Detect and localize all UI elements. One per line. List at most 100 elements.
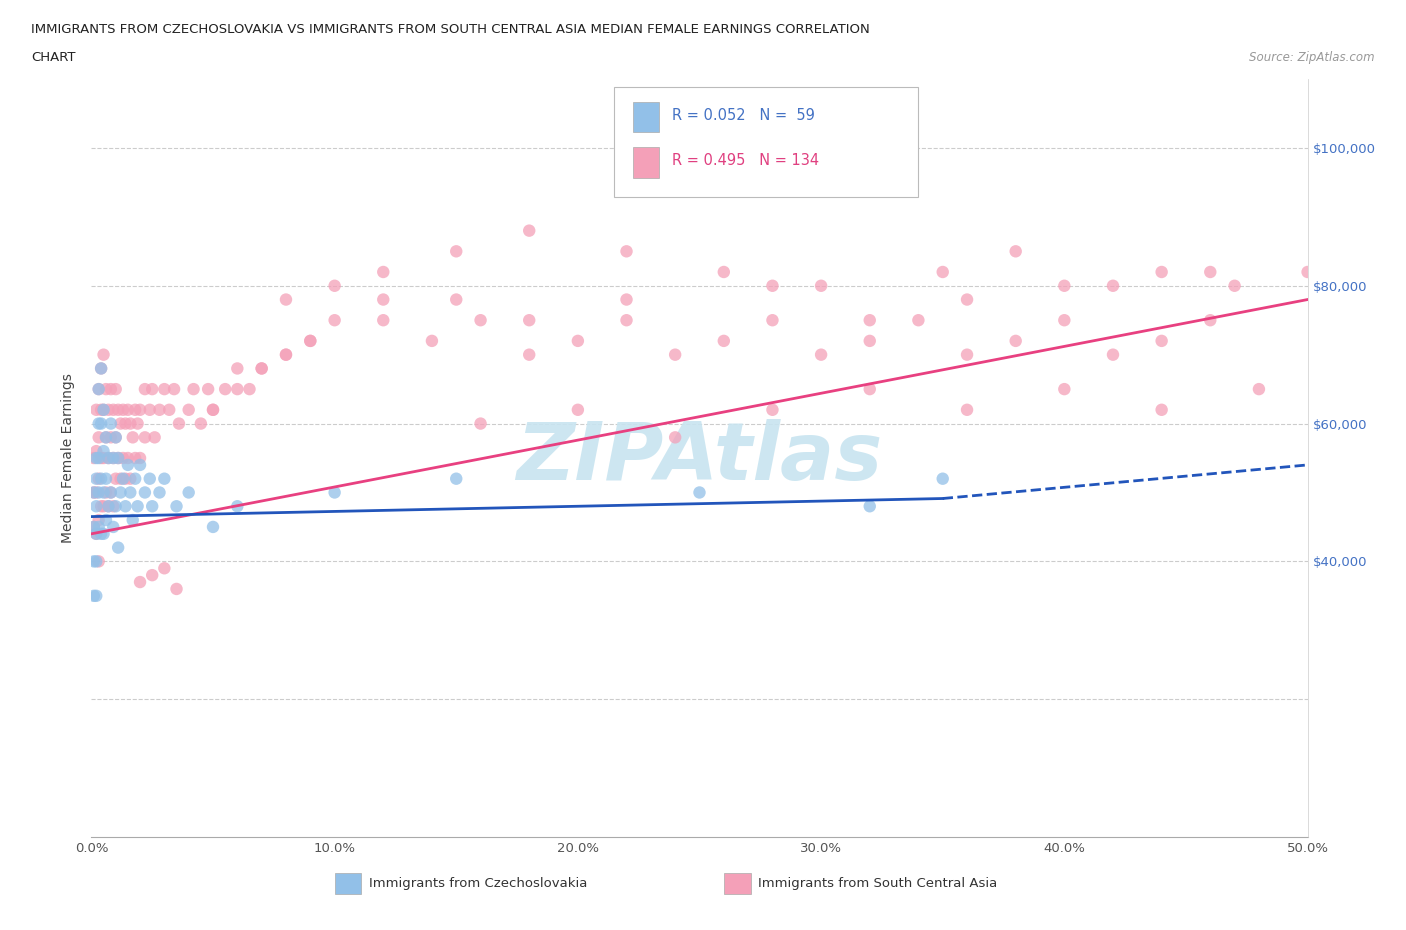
Point: [1150, 403, 1173, 418]
Point: [1296, 264, 1319, 279]
Point: [110, 416, 132, 431]
Point: [121, 512, 143, 527]
Point: [111, 472, 134, 486]
Point: [87, 554, 110, 569]
Point: [1199, 312, 1222, 327]
Point: [1053, 381, 1076, 396]
Point: [103, 451, 125, 466]
Y-axis label: Median Female Earnings: Median Female Earnings: [62, 373, 76, 543]
Point: [104, 430, 127, 445]
Text: Immigrants from South Central Asia: Immigrants from South Central Asia: [758, 878, 997, 891]
Point: [141, 498, 163, 513]
Point: [761, 312, 783, 327]
Point: [183, 381, 205, 396]
Point: [107, 451, 129, 466]
Point: [90, 526, 112, 541]
Point: [148, 485, 170, 500]
Point: [94, 472, 117, 486]
Point: [84, 485, 107, 500]
Point: [90, 361, 112, 376]
Point: [83, 520, 105, 535]
Text: CHART: CHART: [31, 51, 76, 64]
Point: [117, 403, 139, 418]
Point: [859, 381, 882, 396]
Point: [1102, 278, 1125, 293]
Point: [810, 347, 832, 362]
Point: [1150, 334, 1173, 349]
Point: [1102, 347, 1125, 362]
Point: [214, 381, 236, 396]
Point: [177, 485, 200, 500]
Point: [83, 451, 105, 466]
Point: [87, 430, 110, 445]
Point: [94, 512, 117, 527]
Point: [121, 430, 143, 445]
Point: [83, 554, 105, 569]
Point: [94, 485, 117, 500]
Point: [84, 526, 107, 541]
Point: [103, 520, 125, 535]
Point: [111, 451, 134, 466]
Point: [1223, 278, 1246, 293]
Point: [956, 292, 979, 307]
Point: [274, 292, 297, 307]
Point: [84, 451, 107, 466]
Point: [274, 347, 297, 362]
Point: [444, 244, 467, 259]
Point: [444, 292, 467, 307]
Point: [124, 472, 146, 486]
Point: [107, 540, 129, 555]
Point: [90, 416, 112, 431]
Point: [664, 347, 686, 362]
Point: [93, 347, 115, 362]
Text: R = 0.052   N =  59: R = 0.052 N = 59: [672, 108, 814, 123]
Point: [517, 223, 540, 238]
Bar: [633, 101, 659, 132]
Point: [202, 403, 225, 418]
Point: [90, 451, 112, 466]
Point: [134, 381, 156, 396]
Point: [87, 512, 110, 527]
Point: [103, 498, 125, 513]
Point: [111, 403, 134, 418]
Point: [1004, 334, 1026, 349]
Point: [94, 430, 117, 445]
Point: [907, 312, 929, 327]
Point: [163, 381, 186, 396]
Point: [100, 485, 122, 500]
Point: [166, 498, 188, 513]
Point: [103, 451, 125, 466]
Point: [120, 485, 142, 500]
Point: [87, 485, 110, 500]
Point: [761, 278, 783, 293]
Point: [141, 567, 163, 582]
Point: [139, 472, 162, 486]
Point: [197, 381, 219, 396]
Point: [134, 485, 156, 500]
Point: [107, 451, 129, 466]
Point: [124, 451, 146, 466]
Point: [1247, 381, 1270, 396]
Point: [761, 403, 783, 418]
Point: [93, 403, 115, 418]
Point: [129, 575, 152, 590]
Point: [157, 403, 180, 418]
Bar: [633, 147, 659, 178]
Point: [100, 416, 122, 431]
Point: [84, 589, 107, 604]
Point: [616, 292, 638, 307]
Point: [713, 334, 735, 349]
Point: [859, 312, 882, 327]
Point: [104, 430, 127, 445]
Point: [87, 451, 110, 466]
Point: [110, 472, 132, 486]
Point: [84, 403, 107, 418]
Point: [177, 403, 200, 418]
Point: [84, 554, 107, 569]
Point: [100, 485, 122, 500]
Point: [84, 498, 107, 513]
Point: [373, 312, 395, 327]
Point: [94, 430, 117, 445]
Point: [97, 451, 120, 466]
Point: [93, 403, 115, 418]
